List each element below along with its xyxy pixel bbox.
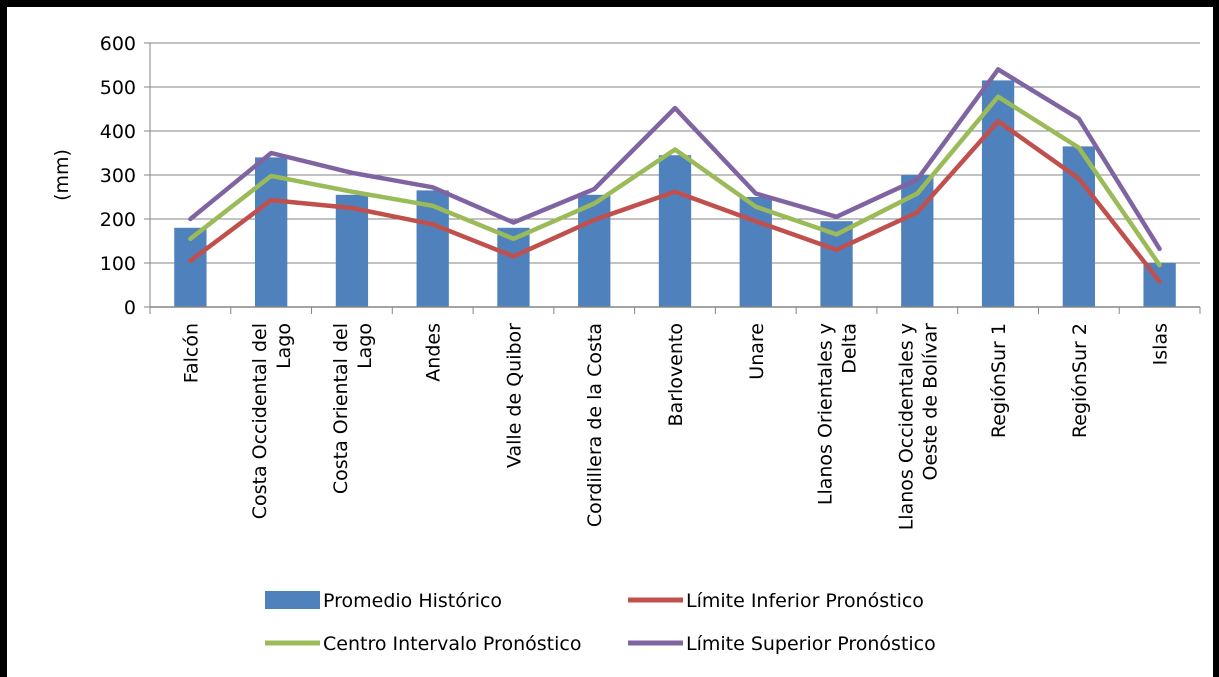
x-tick-label: Valle de Quibor bbox=[504, 323, 526, 468]
bar bbox=[658, 155, 692, 307]
legend-swatch bbox=[265, 591, 320, 609]
x-tick-label: Costa Oriental del bbox=[330, 323, 352, 494]
y-tick-label: 200 bbox=[100, 209, 136, 231]
series-line bbox=[188, 94, 1162, 268]
y-tick-label: 400 bbox=[100, 121, 136, 143]
x-tick-labels: Falcón Costa Occidental del Lago Costa Orie… bbox=[180, 323, 1171, 530]
x-tick-label: Costa Occidental del bbox=[249, 323, 271, 519]
legend-label: Promedio Histórico bbox=[323, 590, 502, 612]
x-tick-label: Islas bbox=[1150, 323, 1172, 365]
x-tick-label: Cordillera de la Costa bbox=[584, 323, 606, 527]
legend-label: Centro Intervalo Pronóstico bbox=[323, 633, 581, 655]
series-line bbox=[188, 67, 1162, 252]
x-tick-label: Lago bbox=[273, 323, 295, 369]
legend-label: Límite Inferior Pronóstico bbox=[686, 590, 924, 612]
x-tick-label: Barlovento bbox=[665, 323, 687, 426]
y-tick-label: 500 bbox=[100, 77, 136, 99]
x-tick-label: Llanos Orientales y bbox=[815, 323, 837, 505]
y-axis-label: (mm) bbox=[51, 149, 73, 201]
y-tick-labels: 0 100 200 300 400 500 600 bbox=[100, 33, 136, 319]
x-tick-label: Delta bbox=[839, 323, 861, 374]
x-tick-label: RegiónSur 1 bbox=[988, 323, 1010, 438]
bar bbox=[739, 197, 772, 307]
bar bbox=[578, 194, 611, 307]
axes bbox=[144, 42, 1201, 314]
x-tick-label: Falcón bbox=[180, 323, 202, 383]
bar bbox=[981, 80, 1015, 308]
y-tick-label: 300 bbox=[100, 165, 136, 187]
y-tick-label: 100 bbox=[100, 253, 136, 275]
series-line bbox=[188, 119, 1162, 284]
y-tick-label: 600 bbox=[100, 33, 136, 55]
x-tick-label: Lago bbox=[354, 323, 376, 369]
bar bbox=[335, 194, 369, 307]
y-tick-label: 0 bbox=[124, 297, 136, 319]
x-tick-label: Unare bbox=[746, 323, 768, 380]
x-tick-label: Oeste de Bolívar bbox=[919, 323, 941, 481]
line-series bbox=[188, 67, 1162, 284]
x-tick-label: Andes bbox=[423, 323, 445, 382]
legend-label: Límite Superior Pronóstico bbox=[686, 633, 936, 655]
legend: Promedio Histórico Límite Inferior Pronós… bbox=[265, 590, 936, 655]
x-tick-label: Llanos Occidentales y bbox=[895, 323, 917, 530]
x-tick-label: RegiónSur 2 bbox=[1069, 323, 1091, 438]
